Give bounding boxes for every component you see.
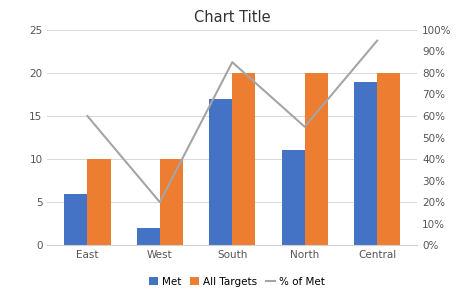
Legend: Met, All Targets, % of Met: Met, All Targets, % of Met — [145, 272, 329, 291]
Bar — [160, 159, 183, 245]
Bar — [64, 193, 87, 245]
% of Met — [84, 114, 90, 118]
Bar — [87, 159, 110, 245]
Bar — [282, 150, 305, 245]
% of Met — [374, 39, 380, 42]
Line: % of Met: % of Met — [87, 41, 377, 202]
Bar — [137, 228, 160, 245]
Bar — [305, 73, 328, 245]
% of Met — [302, 125, 308, 129]
Bar — [209, 99, 232, 245]
Title: Chart Title: Chart Title — [194, 10, 271, 25]
Bar — [232, 73, 255, 245]
Bar — [354, 82, 377, 245]
% of Met — [229, 60, 235, 64]
% of Met — [157, 200, 163, 204]
Bar — [377, 73, 401, 245]
